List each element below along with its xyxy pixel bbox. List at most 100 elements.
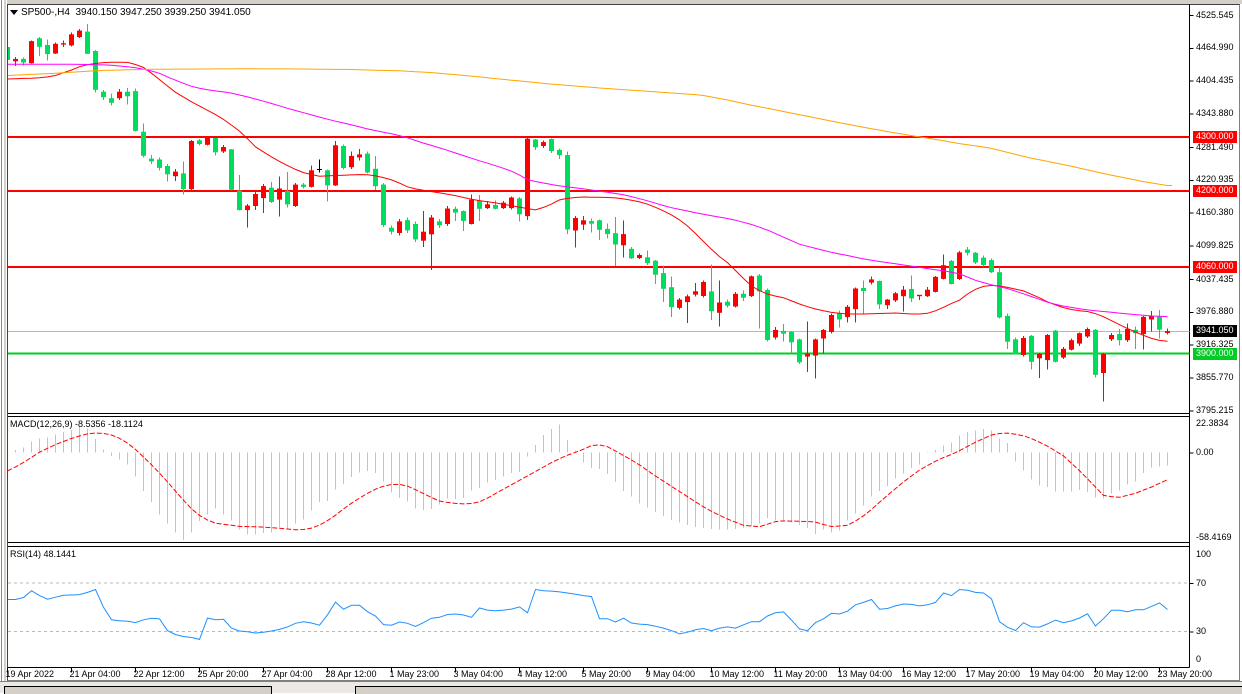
rsi-0-label: 0 [1196, 653, 1202, 664]
candle [1093, 329, 1098, 375]
candle [661, 273, 666, 289]
window-top-strip [0, 0, 1242, 4]
candle [293, 184, 298, 206]
candle [397, 221, 402, 233]
candle [901, 289, 906, 297]
symbol-dropdown-icon[interactable] [10, 10, 18, 15]
time-tick-label: 11 May 20:00 [773, 669, 828, 679]
candle [309, 170, 314, 187]
macd-indicator-label: MACD(12,26,9) -8.5356 -18.1124 [10, 419, 143, 429]
candle [101, 91, 106, 98]
price-tick-label: 4220.935 [1196, 174, 1234, 185]
candle [773, 329, 778, 338]
price-tick-label: 4404.435 [1196, 75, 1234, 86]
ma-fast-red-line [8, 61, 1168, 342]
candle [965, 249, 970, 253]
candle [997, 272, 1002, 318]
candle [357, 154, 362, 158]
time-tick-label: 17 May 20:00 [965, 669, 1021, 679]
background-window-1[interactable] [4, 686, 272, 694]
candle [509, 197, 514, 209]
candle [133, 91, 138, 131]
candle [581, 220, 586, 225]
price-pane[interactable] [5, 24, 1190, 402]
time-tick-label: 22 Apr 12:00 [133, 669, 185, 679]
candle [1013, 339, 1018, 354]
time-tick-label: 3 May 04:00 [453, 669, 504, 679]
hline-price-label: 4300.000 [1193, 131, 1237, 144]
candle [1125, 328, 1130, 341]
candle [805, 353, 810, 357]
candle [437, 221, 442, 226]
time-tick-label: 19 May 04:00 [1029, 669, 1085, 679]
candle [837, 313, 842, 320]
candle [1101, 353, 1106, 374]
candle [861, 288, 866, 291]
candle [701, 281, 706, 296]
rsi-30-label: 30 [1196, 625, 1207, 636]
candle [325, 170, 330, 186]
pane-borders [8, 4, 1190, 668]
candle [613, 233, 618, 245]
candle [1149, 316, 1154, 320]
chart-title: SP500-,H4 3940.150 3947.250 3939.250 394… [21, 7, 251, 18]
candle [909, 289, 914, 299]
macd-pane[interactable] [8, 424, 1168, 541]
candle [429, 217, 434, 235]
candle [637, 254, 642, 259]
candle [229, 149, 234, 190]
candle [261, 186, 266, 199]
candle [149, 158, 154, 162]
candle [797, 339, 802, 363]
candle [1165, 331, 1170, 334]
candle [85, 31, 90, 54]
background-window-2[interactable] [355, 686, 1242, 694]
candle [1045, 334, 1050, 361]
candle [1037, 353, 1042, 359]
left-window-edge [0, 0, 7, 693]
candle [29, 41, 34, 64]
candle [1069, 340, 1074, 350]
candle [421, 231, 426, 241]
time-tick-label: 23 May 20:00 [1157, 669, 1213, 679]
candle [1053, 330, 1058, 362]
candle [941, 265, 946, 279]
candle [781, 330, 786, 334]
candle [853, 288, 858, 310]
rsi-indicator-label: RSI(14) 48.1441 [10, 549, 77, 559]
macd-zero-label: 0.00 [1196, 447, 1214, 458]
candle [197, 140, 202, 144]
price-tick-label: 4525.545 [1196, 9, 1234, 20]
candle [1077, 333, 1082, 344]
candle [765, 290, 770, 340]
time-tick-label: 13 May 04:00 [837, 669, 893, 679]
time-tick-label: 21 Apr 04:00 [69, 669, 121, 679]
candle [253, 193, 258, 206]
candle [573, 218, 578, 231]
candle [645, 257, 650, 264]
hline-price-label: 4200.000 [1193, 185, 1237, 198]
axis-ticks [7, 15, 1194, 673]
rsi-70-label: 70 [1196, 577, 1207, 588]
candle [37, 38, 42, 47]
candle [869, 279, 874, 283]
price-tick-label: 4099.825 [1196, 239, 1234, 250]
candle [453, 208, 458, 213]
price-tick-label: 4343.880 [1196, 107, 1234, 118]
candle [925, 289, 930, 297]
bottom-window-edge [0, 681, 1242, 694]
time-tick-label: 27 Apr 04:00 [261, 669, 313, 679]
candle [957, 252, 962, 280]
left-edge-gray [4, 0, 6, 693]
candle [589, 221, 594, 224]
candle [533, 139, 538, 148]
candle [813, 339, 818, 356]
rsi-pane[interactable] [8, 582, 1190, 640]
candle [341, 146, 346, 168]
candle [8, 46, 10, 60]
hline-price-label: 4060.000 [1193, 260, 1237, 273]
candle [373, 168, 378, 187]
candle [893, 293, 898, 301]
